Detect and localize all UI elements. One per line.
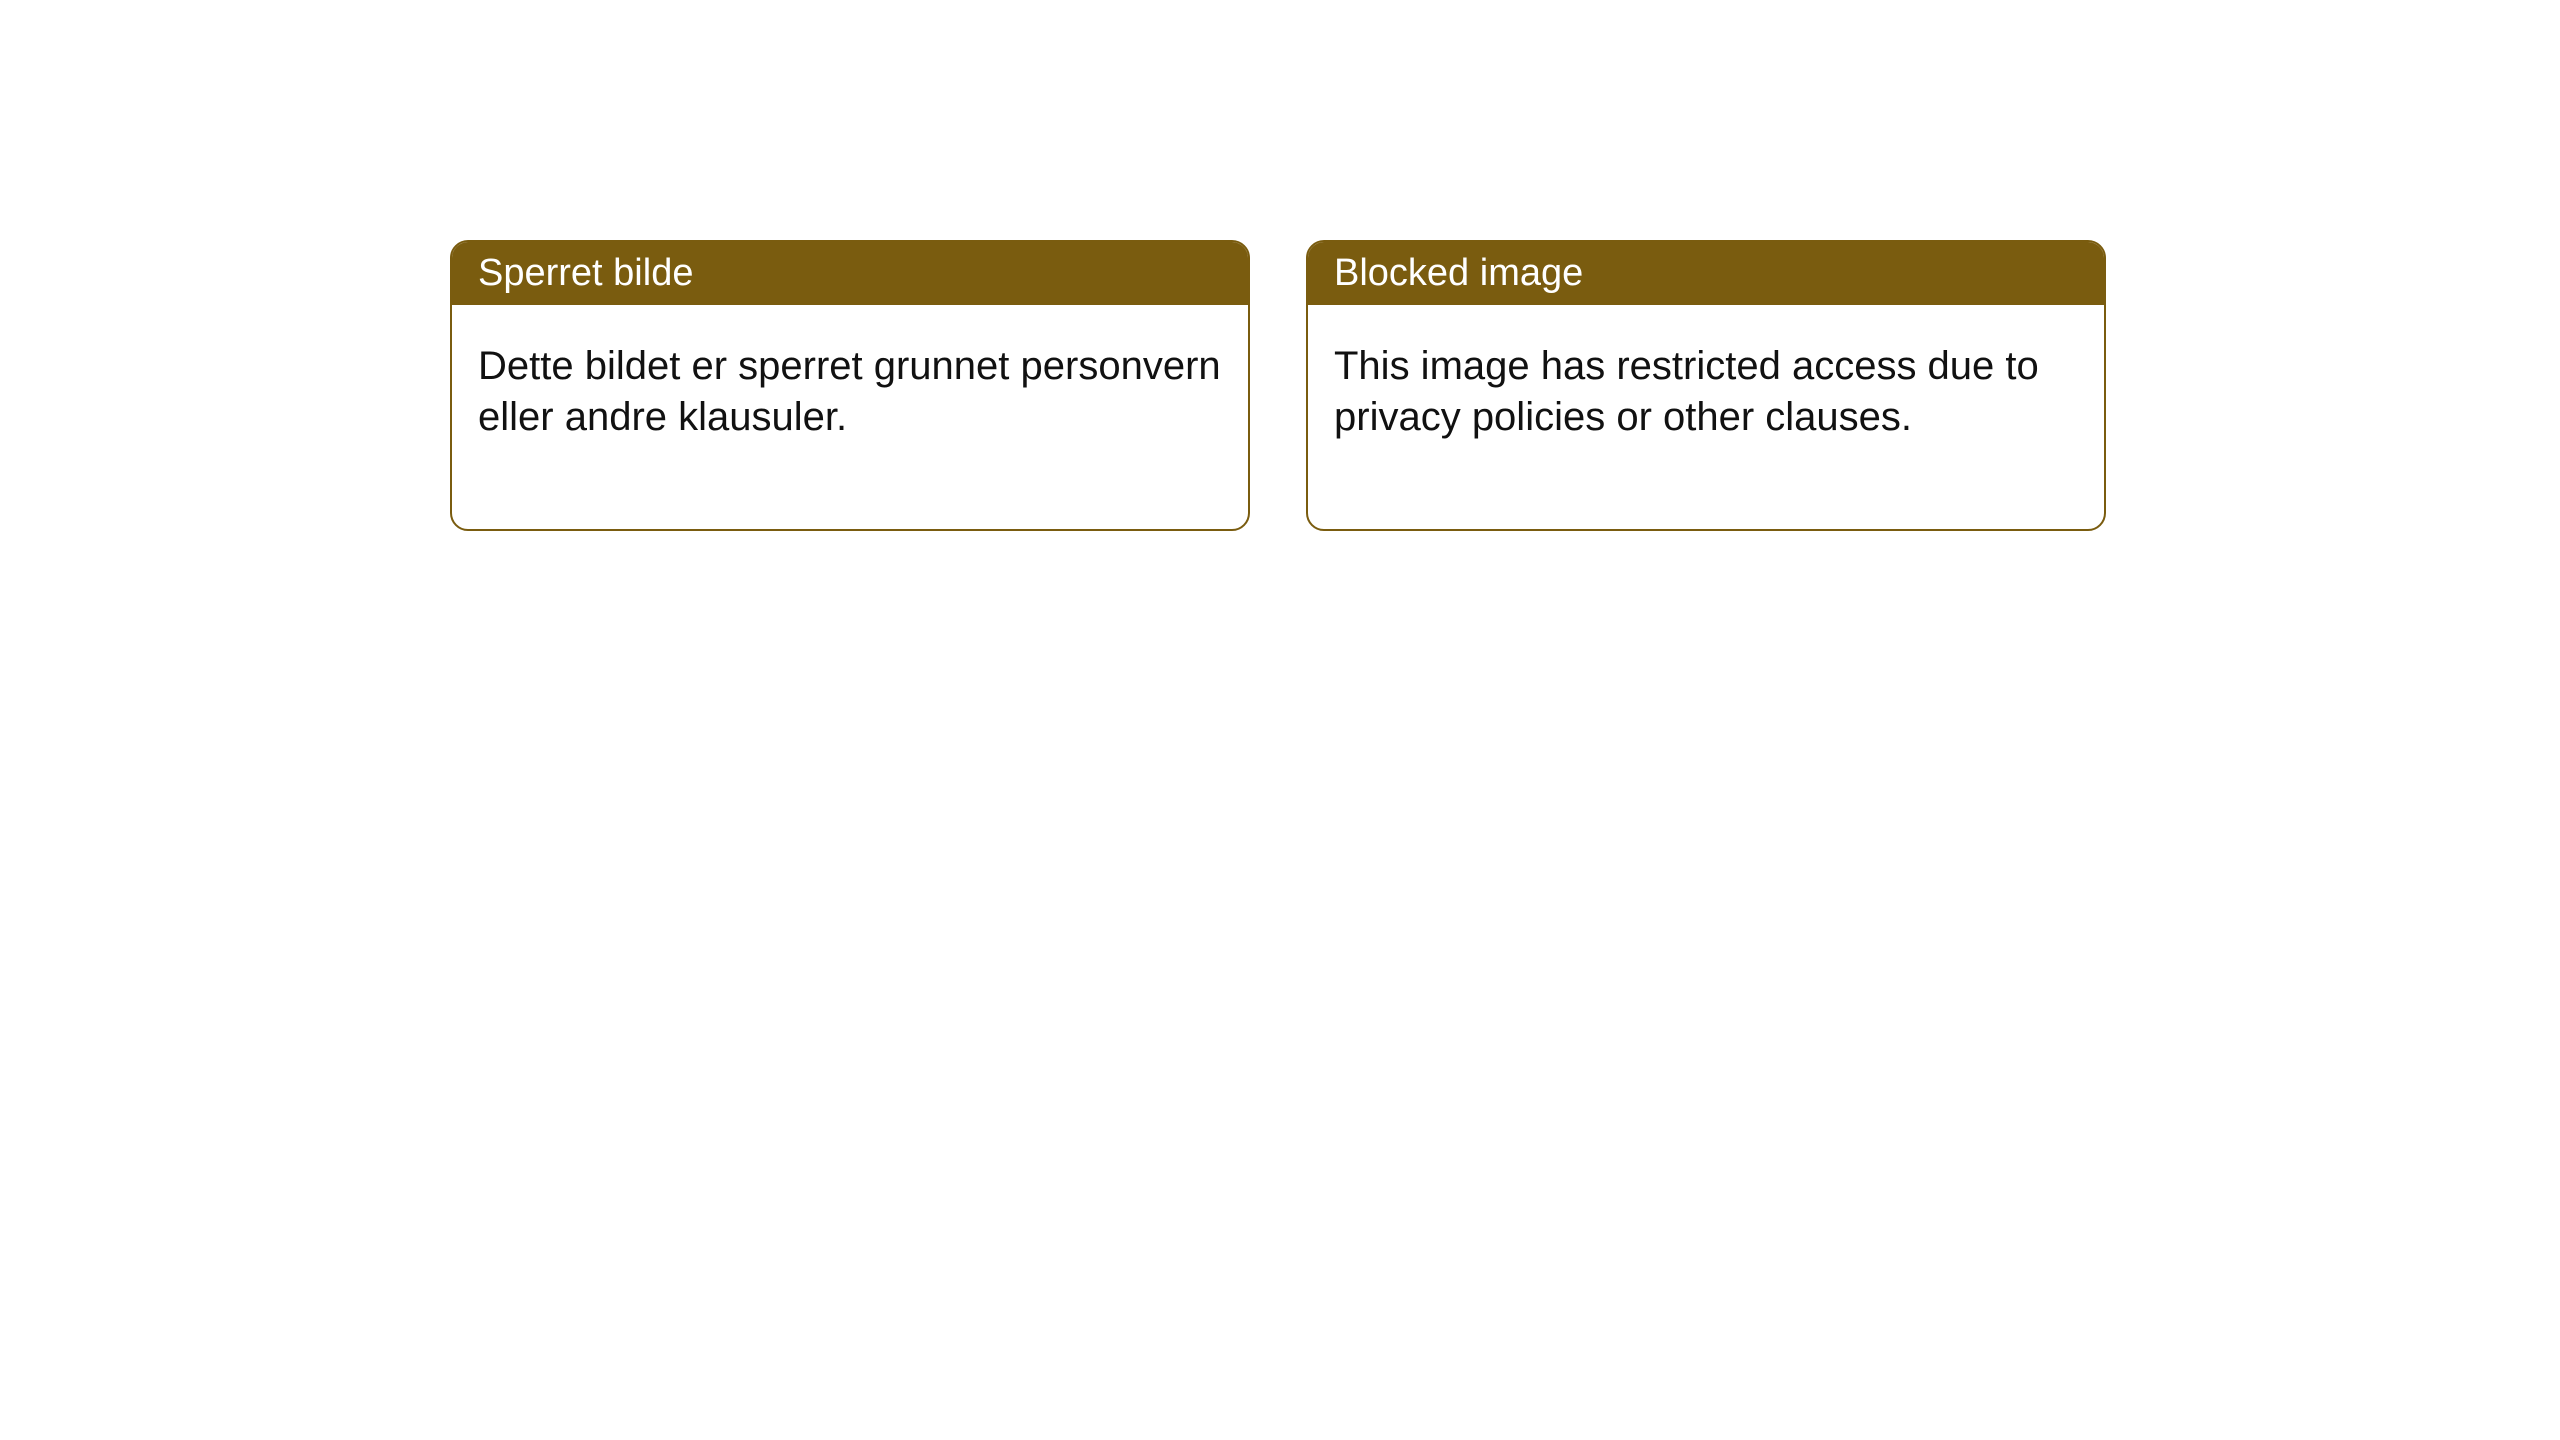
notice-card-english: Blocked image This image has restricted … (1306, 240, 2106, 531)
notice-card-header: Blocked image (1308, 242, 2104, 305)
notice-card-body: Dette bildet er sperret grunnet personve… (452, 305, 1248, 529)
notice-card-body: This image has restricted access due to … (1308, 305, 2104, 529)
notice-card-norwegian: Sperret bilde Dette bildet er sperret gr… (450, 240, 1250, 531)
notice-container: Sperret bilde Dette bildet er sperret gr… (450, 240, 2106, 531)
notice-card-header: Sperret bilde (452, 242, 1248, 305)
